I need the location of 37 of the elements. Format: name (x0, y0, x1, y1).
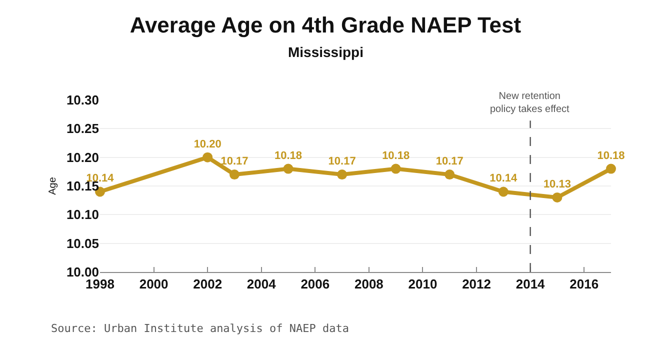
text: 10.18 (382, 150, 410, 162)
chart-subtitle: Mississippi (288, 44, 364, 60)
text: 10.13 (543, 178, 571, 190)
x-tick-label: 2012 (462, 276, 491, 292)
text: 10.18 (597, 150, 625, 162)
y-tick-label: 10.30 (66, 92, 99, 108)
point (498, 186, 508, 197)
y-tick-label: 10.25 (66, 121, 99, 136)
x-tick-label: 2014 (516, 276, 546, 292)
source-note: Source: Urban Institute analysis of NAEP data (51, 322, 350, 335)
point (390, 164, 401, 174)
x-tick-label: 2010 (408, 276, 438, 292)
point (552, 192, 562, 202)
x-tick-label: 2006 (300, 276, 330, 292)
point (606, 164, 616, 174)
chart-title: Average Age on 4th Grade NAEP Test (130, 12, 522, 38)
text: 10.18 (274, 150, 302, 162)
x-tick-label: 2002 (193, 276, 222, 292)
point (202, 152, 213, 162)
text: 10.17 (436, 156, 464, 168)
text: 10.17 (328, 156, 356, 168)
x-tick-label: 2000 (139, 276, 168, 292)
x-tick-label: 2008 (354, 276, 384, 292)
text: 10.20 (194, 138, 222, 150)
point (337, 170, 348, 180)
ref-line-label: New retention policy takes effect (490, 91, 570, 115)
y-tick-label: 10.10 (66, 207, 99, 222)
point (283, 164, 294, 174)
x-tick-label: 2016 (570, 276, 599, 292)
point (444, 170, 455, 180)
y-axis-title: Age (47, 176, 58, 195)
x-tick-label: 2004 (246, 276, 277, 292)
point (229, 170, 240, 180)
text: 10.17 (220, 156, 248, 168)
y-tick-label: 10.05 (66, 236, 99, 251)
text: 10.14 (490, 172, 518, 185)
y-tick-label: 10.20 (66, 150, 99, 165)
